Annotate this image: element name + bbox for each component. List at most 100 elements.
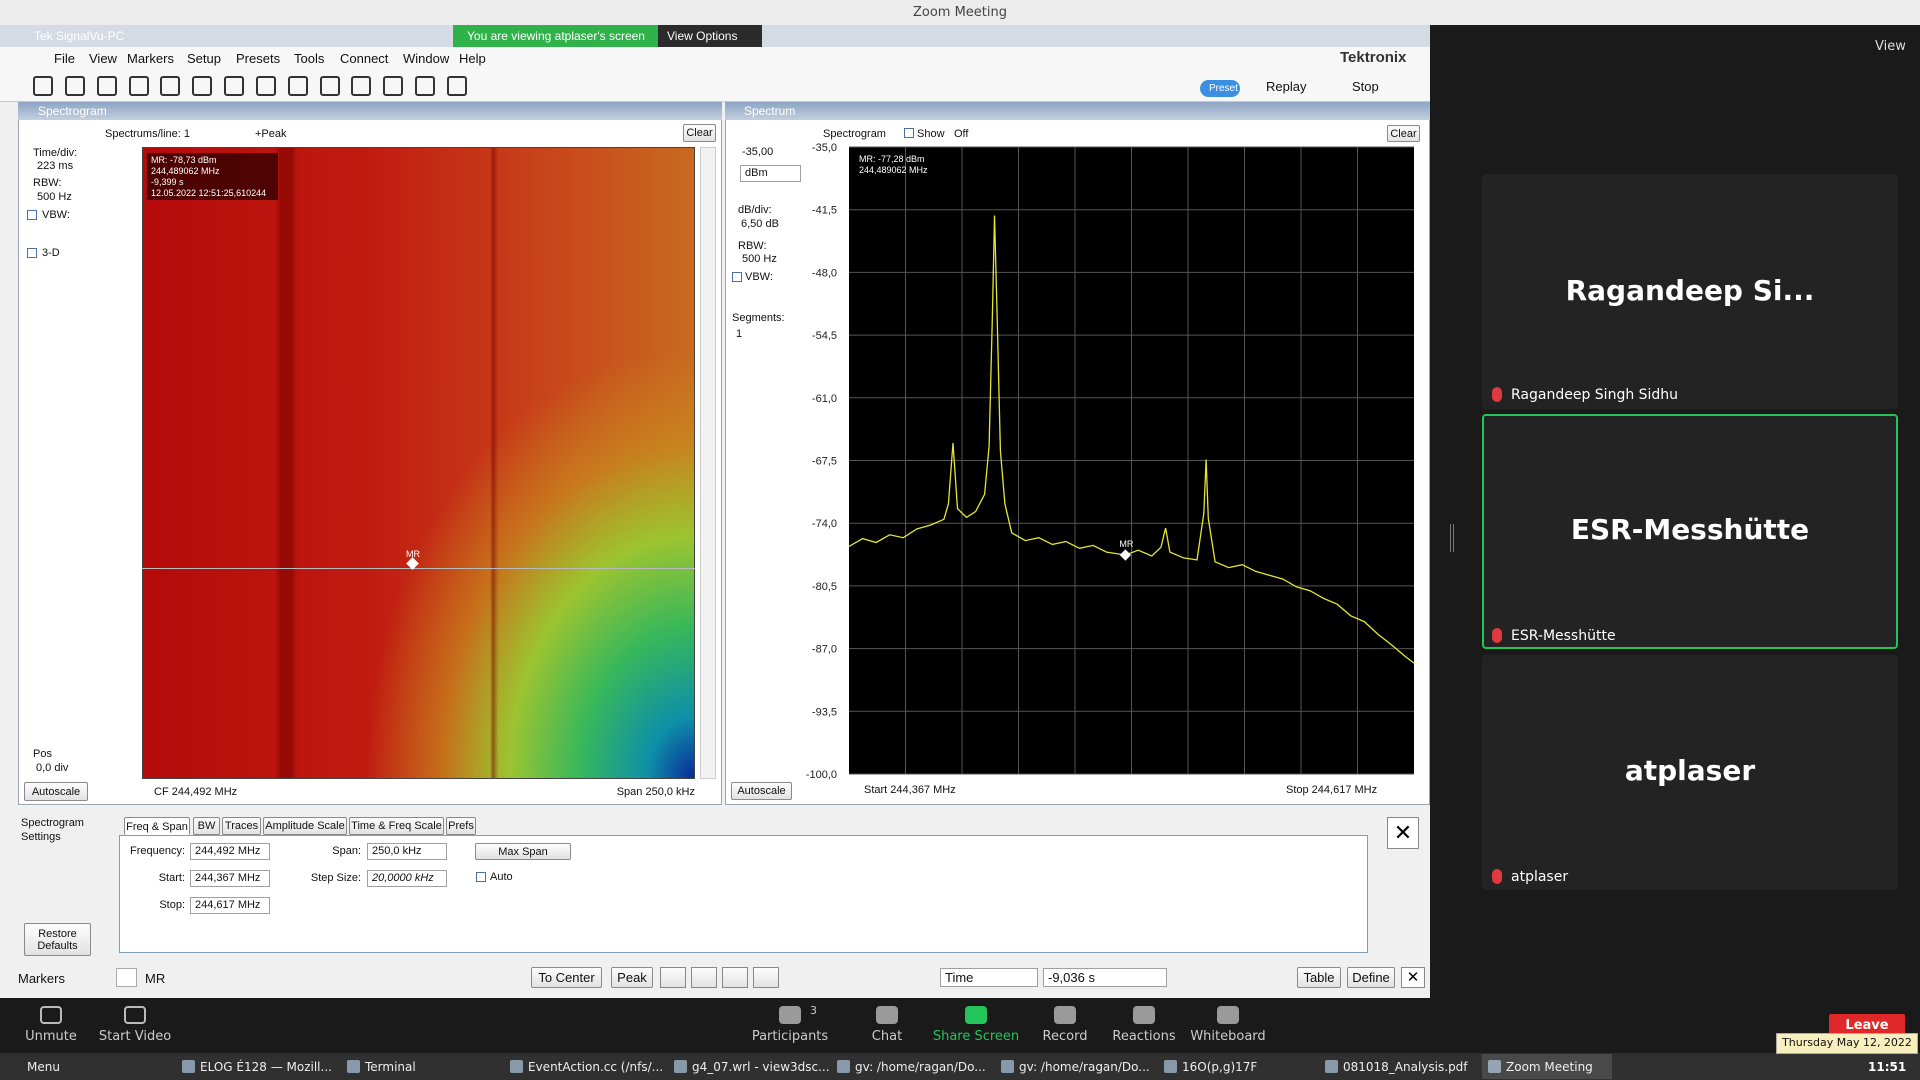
menu[interactable]: Presets [236, 51, 281, 66]
toolbar-icon[interactable] [320, 76, 340, 96]
autoscale[interactable]: Autoscale [24, 782, 88, 801]
tabs[interactable]: Amplitude Scale [263, 817, 347, 835]
start[interactable]: 244,367 MHz [190, 870, 270, 887]
menu[interactable]: View [89, 51, 117, 66]
stop[interactable]: Stop [1352, 79, 1379, 94]
view-options-button[interactable] [658, 25, 762, 47]
span[interactable]: 250,0 kHz [367, 843, 447, 860]
task-icon[interactable] [674, 1060, 687, 1073]
toolbar-icon[interactable] [1054, 1006, 1076, 1024]
clear[interactable]: Clear [683, 124, 716, 142]
stop[interactable]: 244,617 MHz [190, 897, 270, 914]
menu[interactable]: Markers [127, 51, 174, 66]
peak[interactable]: Peak [611, 967, 653, 988]
frequency[interactable]: 244,492 MHz [190, 843, 270, 860]
toolbar-icon[interactable] [124, 1006, 146, 1024]
toolbar-icon[interactable] [160, 76, 180, 96]
checkbox[interactable] [27, 248, 37, 258]
toolbar-icon[interactable] [65, 76, 85, 96]
toolbar-icon[interactable] [447, 76, 467, 96]
task-icon[interactable] [510, 1060, 523, 1073]
items: Participants [751, 1029, 829, 1044]
menu[interactable]: Setup [187, 51, 221, 66]
tabs[interactable]: Time & Freq Scale [349, 817, 444, 835]
unit[interactable]: dBm [740, 165, 801, 182]
tabs[interactable]: Traces [222, 817, 261, 835]
leave[interactable]: Leave [1829, 1014, 1905, 1036]
tabs[interactable]: Freq & Span [124, 817, 190, 835]
toolbar-icon[interactable] [129, 76, 149, 96]
arrow-button[interactable] [722, 967, 748, 988]
task-icon[interactable] [347, 1060, 360, 1073]
checkbox[interactable] [27, 210, 37, 220]
toolbar-icon[interactable] [779, 1006, 801, 1024]
preset[interactable]: Preset [1209, 83, 1238, 94]
items[interactable]: ELOG É128 — Mozill... [200, 1060, 332, 1074]
pos: 0,0 div [36, 762, 69, 774]
items[interactable]: Terminal [365, 1060, 416, 1074]
toolbar-icon[interactable] [40, 1006, 62, 1024]
items[interactable]: Zoom Meeting [1506, 1060, 1593, 1074]
task-icon[interactable] [837, 1060, 850, 1073]
step[interactable]: 20,0000 kHz [367, 870, 447, 887]
tabs[interactable]: BW [193, 817, 220, 835]
toolbar-icon[interactable] [33, 76, 53, 96]
items[interactable]: Menu [27, 1060, 60, 1074]
zoom-toolbar [0, 998, 1920, 1053]
items[interactable]: gv: /home/ragan/Do... [855, 1060, 986, 1074]
toolbar-icon[interactable] [97, 76, 117, 96]
toolbar-icon[interactable] [965, 1006, 987, 1024]
menu[interactable]: Connect [340, 51, 389, 66]
time-value[interactable]: -9,036 s [1043, 968, 1167, 987]
clear[interactable]: Clear [1387, 125, 1420, 142]
preset-pill[interactable] [1200, 80, 1240, 97]
toolbar-icon[interactable] [256, 76, 276, 96]
cf: CF 244,492 MHz [154, 786, 238, 798]
items[interactable]: EventAction.cc (/nfs/... [528, 1060, 664, 1074]
checkbox[interactable] [476, 872, 486, 882]
toolbar-icon[interactable] [383, 76, 403, 96]
menu[interactable]: Window [403, 51, 450, 66]
toolbar-icon[interactable] [351, 76, 371, 96]
arrow-button[interactable] [753, 967, 779, 988]
toolbar-icon[interactable] [415, 76, 435, 96]
toolbar-icon[interactable] [1217, 1006, 1239, 1024]
menu[interactable]: Help [459, 51, 486, 66]
menu[interactable]: Tools [294, 51, 325, 66]
task-icon[interactable] [1164, 1060, 1177, 1073]
task-icon[interactable] [1488, 1060, 1501, 1073]
replay[interactable]: Replay [1266, 79, 1307, 94]
toolbar-icon[interactable] [224, 76, 244, 96]
toolbar-icon[interactable] [1133, 1006, 1155, 1024]
autoscale[interactable]: Autoscale [731, 782, 792, 800]
items[interactable]: g4_07.wrl - view3dsc... [692, 1060, 830, 1074]
toolbar-icon[interactable] [876, 1006, 898, 1024]
time[interactable]: Time [940, 968, 1038, 987]
toolbar-icon[interactable] [288, 76, 308, 96]
restore[interactable]: Restore Defaults [24, 923, 91, 956]
checkbox[interactable] [904, 128, 914, 138]
define[interactable]: Define [1347, 967, 1395, 988]
close-button[interactable]: ✕ [1387, 817, 1419, 849]
dropdown[interactable] [116, 968, 137, 987]
to-center[interactable]: To Center [531, 967, 602, 988]
items[interactable]: 081018_Analysis.pdf [1343, 1060, 1468, 1074]
items[interactable]: 16O(p,g)17F [1182, 1060, 1258, 1074]
checkbox[interactable] [732, 272, 742, 282]
table[interactable]: Table [1297, 967, 1341, 988]
splitter[interactable] [1450, 524, 1454, 552]
task-icon[interactable] [1001, 1060, 1014, 1073]
max-span[interactable]: Max Span [475, 843, 571, 860]
task-icon[interactable] [1325, 1060, 1338, 1073]
date: Thursday May 12, 2022 [1776, 1033, 1918, 1054]
time-div: 223 ms [37, 160, 74, 172]
close-button[interactable]: ✕ [1401, 967, 1425, 988]
task-icon[interactable] [182, 1060, 195, 1073]
items[interactable]: gv: /home/ragan/Do... [1019, 1060, 1150, 1074]
menu[interactable]: File [54, 51, 75, 66]
arrow-button[interactable] [660, 967, 686, 988]
tabs[interactable]: Prefs [446, 817, 476, 835]
scrollbar[interactable] [700, 147, 716, 779]
arrow-button[interactable] [691, 967, 717, 988]
toolbar-icon[interactable] [192, 76, 212, 96]
